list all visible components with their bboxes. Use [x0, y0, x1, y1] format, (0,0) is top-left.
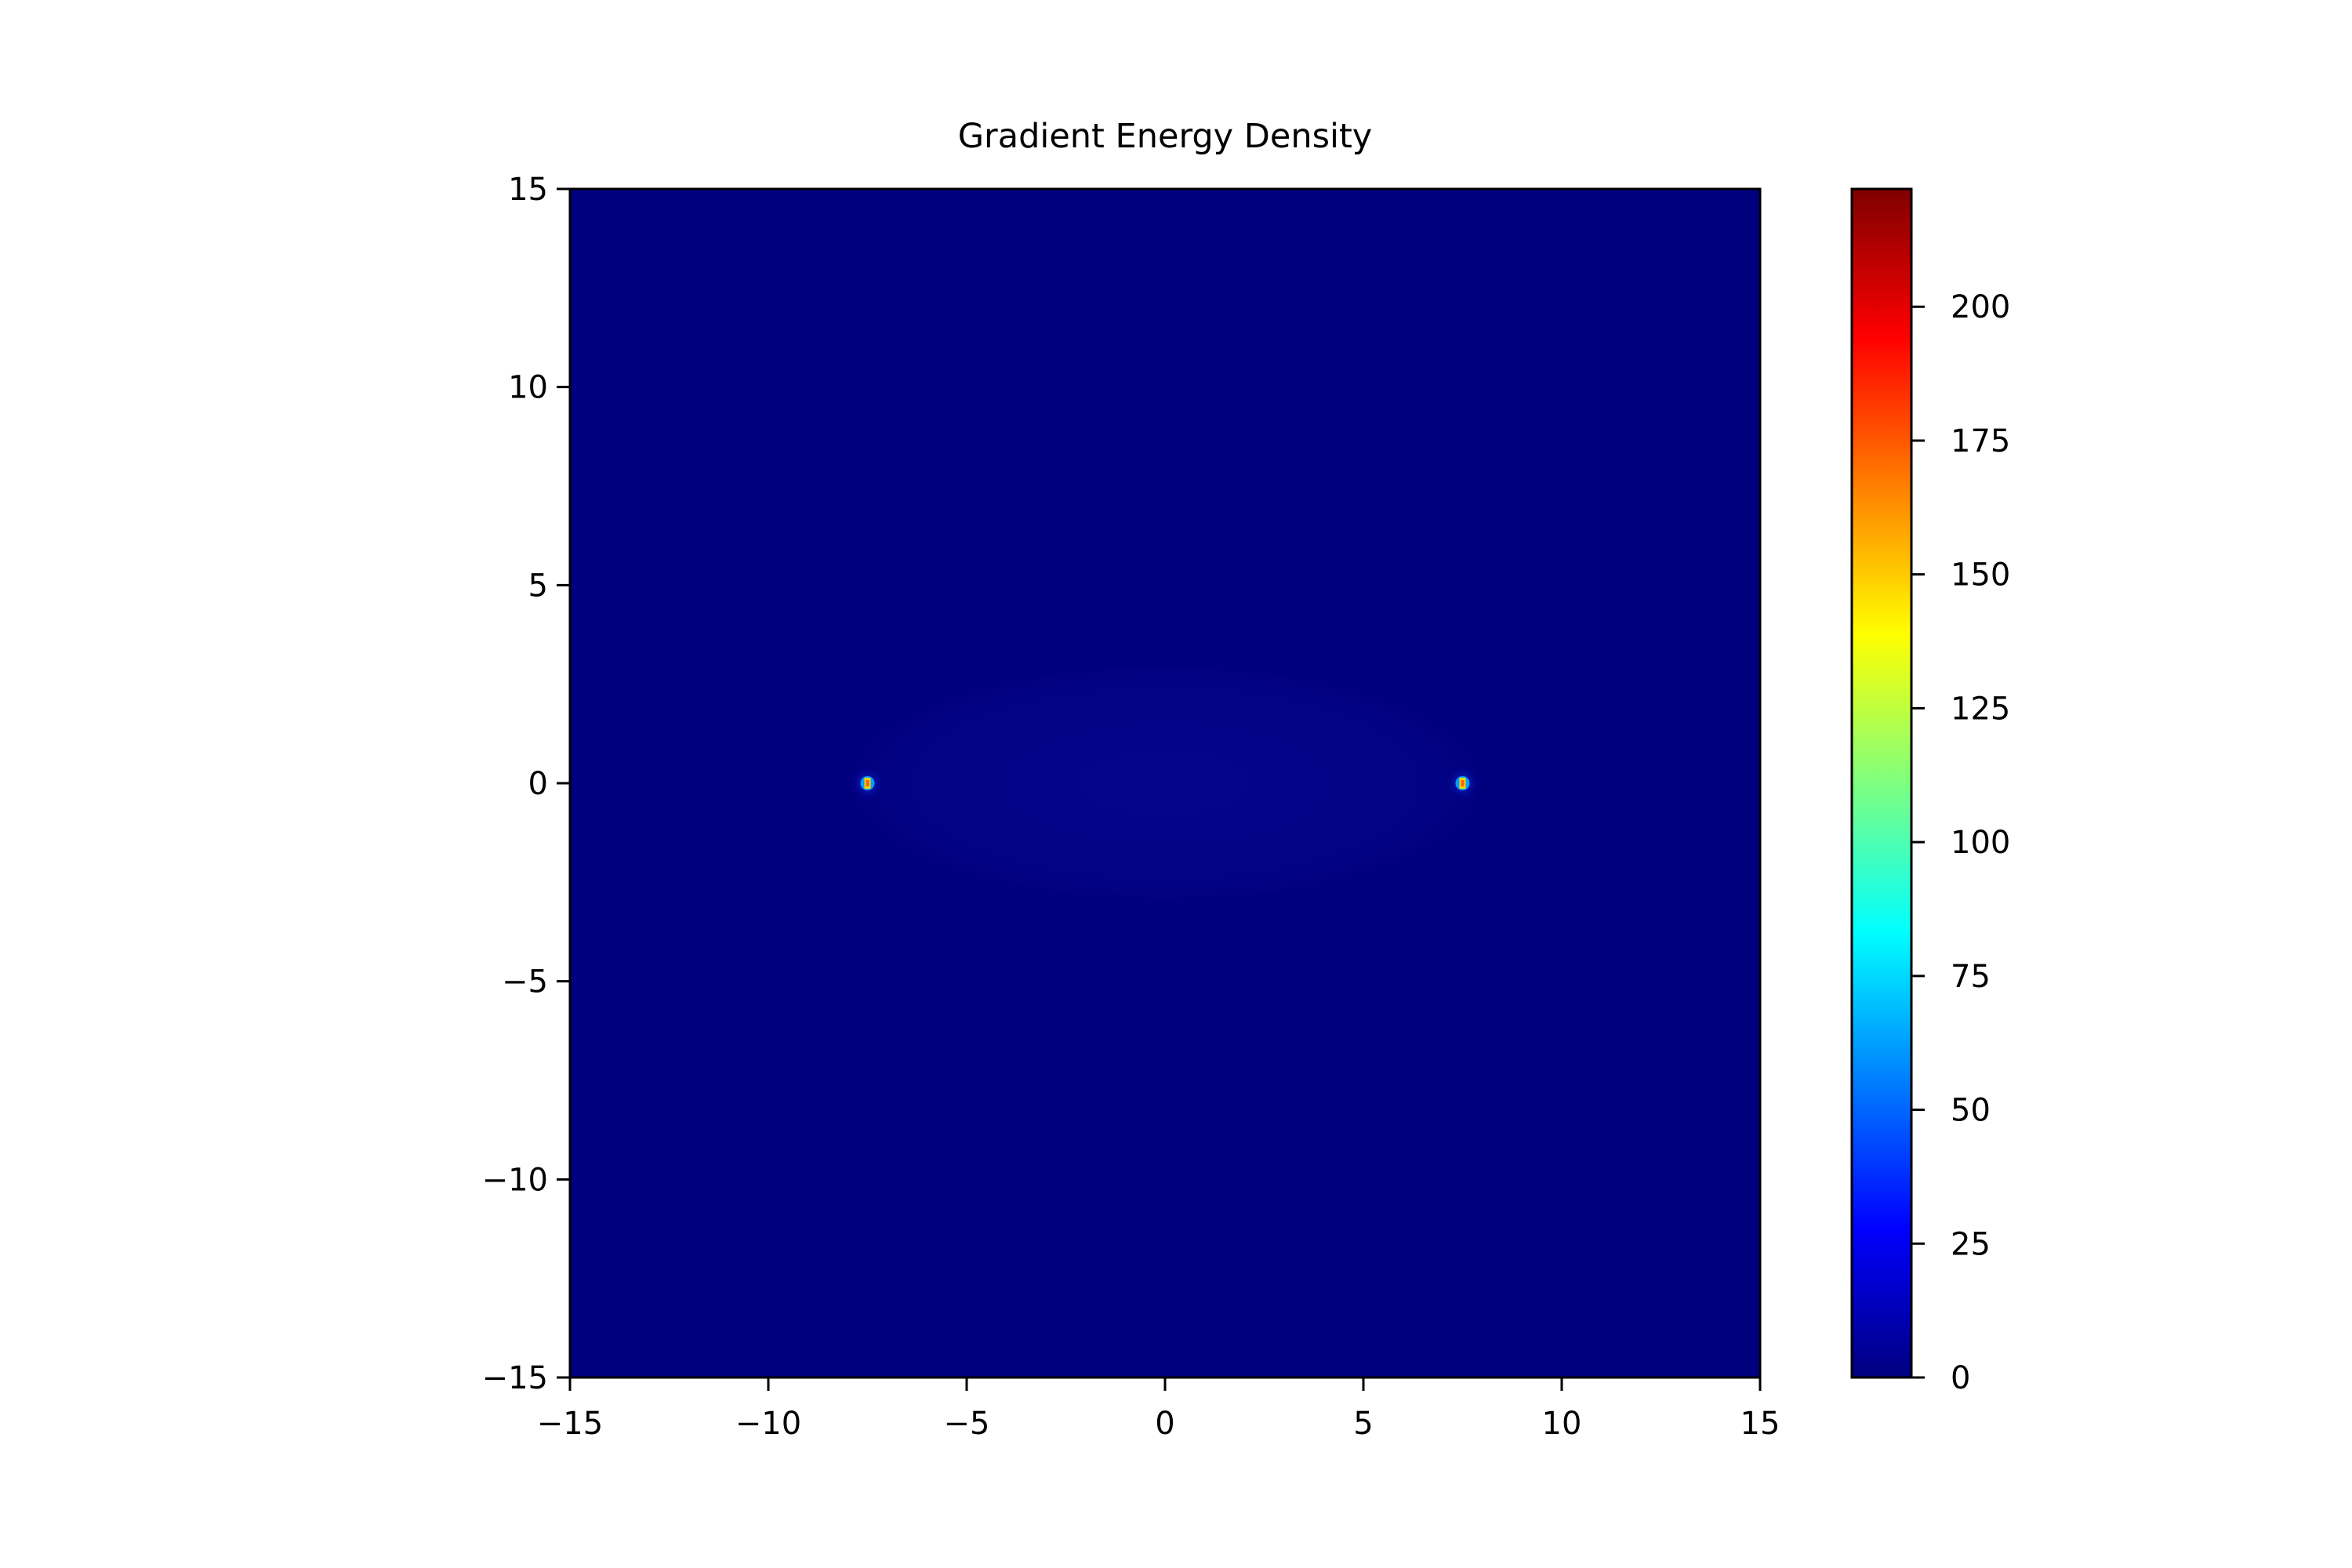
colorbar-tick-label: 100 [1951, 825, 2010, 861]
colorbar-axis: 0 25 50 75 100 125 150 175 200 [1911, 289, 2010, 1396]
y-tick-label: −5 [502, 964, 548, 1000]
hotspot [1445, 766, 1480, 800]
colorbar-tick-label: 150 [1951, 557, 2010, 593]
x-tick-label: −5 [944, 1406, 990, 1442]
x-tick-label: −10 [735, 1406, 801, 1442]
colorbar-tick-label: 50 [1951, 1093, 1991, 1129]
heatmap-halo [848, 664, 1483, 902]
colorbar-tick-label: 125 [1951, 691, 2010, 727]
heatmap-plot [570, 189, 1760, 1377]
colorbar [1850, 187, 1913, 1379]
colorbar-tick-label: 75 [1951, 959, 1991, 995]
x-tick-label: 15 [1740, 1406, 1780, 1442]
y-tick-label: −10 [482, 1162, 548, 1198]
x-tick-label: −15 [537, 1406, 603, 1442]
x-tick-label: 5 [1353, 1406, 1373, 1442]
y-tick-label: 15 [508, 172, 548, 208]
colorbar-tick-label: 0 [1951, 1360, 1970, 1396]
y-tick-label: 5 [528, 568, 548, 604]
y-tick-label: 0 [528, 766, 548, 802]
x-tick-label: 0 [1155, 1406, 1174, 1442]
colorbar-tick-label: 25 [1951, 1226, 1991, 1262]
y-tick-label: 10 [508, 370, 548, 406]
chart-title: Gradient Energy Density [958, 117, 1373, 156]
y-tick-label: −15 [482, 1360, 548, 1396]
colorbar-tick-label: 200 [1951, 289, 2010, 325]
hotspot [850, 766, 885, 800]
x-axis: −15 −10 −5 0 5 10 15 [537, 1377, 1780, 1442]
x-tick-label: 10 [1542, 1406, 1582, 1442]
hotspots [850, 766, 1480, 800]
y-axis: −15 −10 −5 0 5 10 15 [482, 172, 570, 1396]
colorbar-tick-label: 175 [1951, 423, 2010, 459]
